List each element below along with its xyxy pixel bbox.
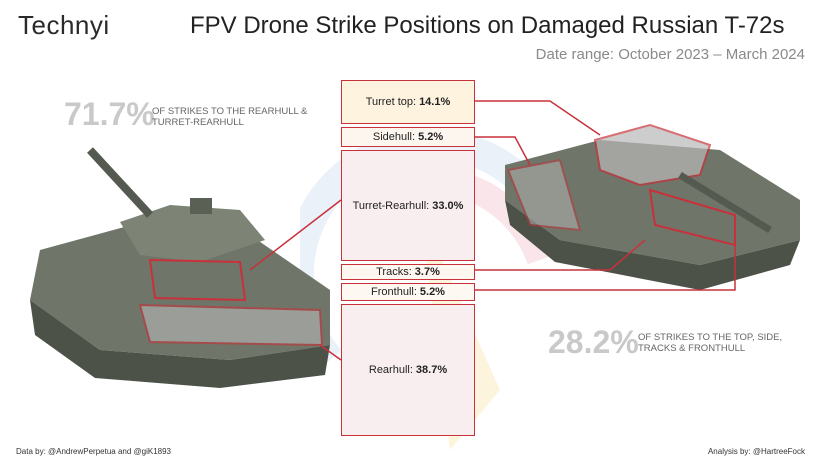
segment-fronthull: Fronthull: 5.2% (341, 283, 475, 301)
left-summary-note: OF STRIKES TO THE REARHULL & TURRET-REAR… (152, 106, 308, 128)
connector-lines (249, 100, 736, 361)
segment-value: 5.2% (418, 131, 444, 143)
segment-label: Rearhull: (368, 364, 413, 376)
segment-label: Fronthull: (371, 286, 417, 298)
right-summary-note: OF STRIKES TO THE TOP, SIDE, TRACKS & FR… (638, 332, 783, 354)
segment-sidehull: Sidehull: 5.2% (341, 127, 475, 147)
page-title: FPV Drone Strike Positions on Damaged Ru… (190, 12, 785, 39)
analysis-credit: Analysis by: @HartreeFock (707, 447, 805, 456)
segment-turret-rearhull: Turret-Rearhull: 33.0% (341, 150, 475, 261)
segment-value: 33.0% (432, 199, 464, 212)
segment-label: Tracks: (376, 266, 412, 278)
segment-rearhull: Rearhull: 38.7% (341, 304, 475, 436)
segment-label: Turret-Rearhull: (352, 199, 430, 212)
segment-value: 5.2% (419, 286, 445, 298)
date-range: Date range: October 2023 – March 2024 (535, 46, 805, 63)
brand-logo: Technyi (18, 10, 110, 40)
data-credit: Data by: @AndrewPerpetua and @giK1893 (16, 447, 172, 456)
segment-tracks: Tracks: 3.7% (341, 264, 475, 280)
left-summary-percent: 71.7% (64, 96, 155, 132)
right-tank-illustration (505, 123, 800, 290)
segment-label: Sidehull: (372, 131, 416, 143)
right-summary-percent: 28.2% (548, 324, 639, 360)
left-tank-illustration (30, 147, 330, 388)
segment-value: 3.7% (414, 266, 440, 278)
segment-turret-top: Turret top: 14.1% (341, 80, 475, 124)
segment-label: Turret top: (365, 96, 417, 108)
segment-value: 14.1% (419, 96, 451, 108)
segment-value: 38.7% (415, 364, 448, 376)
